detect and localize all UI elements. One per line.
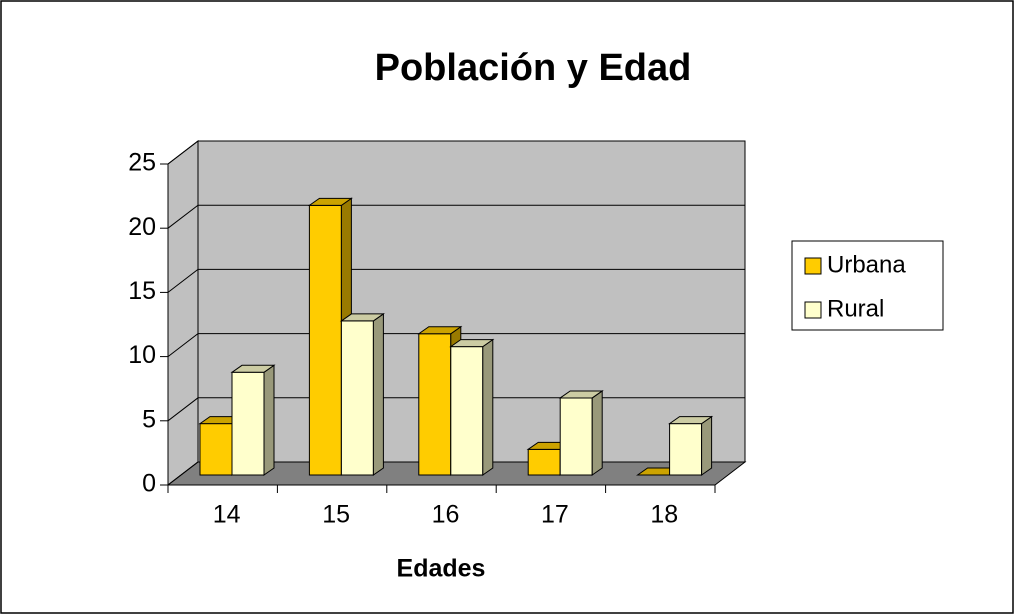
grid-line: [167, 140, 745, 165]
y-tick-label: 10: [128, 341, 156, 369]
bar-side: [701, 415, 713, 476]
y-tick-label: 0: [142, 470, 156, 498]
bar: [449, 338, 495, 476]
bar-top: [668, 416, 714, 425]
bar-top: [417, 326, 463, 335]
bar-front: [669, 423, 703, 476]
bar-side: [263, 364, 275, 476]
bar-front: [559, 397, 593, 476]
x-tick-label: 14: [213, 501, 241, 529]
bar-top: [449, 339, 495, 348]
bar-side: [482, 338, 494, 476]
bar-top: [339, 313, 385, 322]
bar-front: [231, 371, 265, 476]
side-wall: [167, 139, 199, 487]
grid-line: [167, 333, 745, 357]
grid-line: [167, 268, 745, 293]
bar-side: [591, 389, 603, 476]
bar-front: [527, 448, 561, 476]
x-tick-label: 15: [322, 501, 350, 529]
legend-swatch: [804, 301, 822, 319]
legend-swatch: [804, 257, 822, 275]
bar-front: [340, 320, 374, 476]
bar-front: [199, 423, 233, 476]
y-tick-label: 25: [128, 149, 156, 177]
legend-label: Rural: [827, 295, 884, 322]
bar: [339, 312, 385, 476]
y-tick-label: 5: [142, 405, 156, 433]
legend-box: [791, 240, 944, 331]
x-axis-label: Edades: [397, 555, 486, 583]
x-tick-label: 18: [650, 501, 678, 529]
bar-top: [558, 390, 604, 399]
x-tick-label: 16: [432, 501, 460, 529]
grid-line: [167, 204, 745, 229]
chart-title: Población y Edad: [375, 47, 692, 89]
bar-front: [450, 346, 484, 476]
x-tick-label: 17: [541, 501, 569, 529]
bar-side: [372, 312, 384, 476]
bar: [668, 415, 714, 476]
bar-front: [418, 333, 452, 476]
bar-top: [230, 364, 276, 373]
bar: [230, 364, 276, 476]
y-tick-label: 15: [128, 277, 156, 305]
y-tick-label: 20: [128, 213, 156, 241]
bar-top: [307, 197, 353, 206]
bar: [558, 389, 604, 476]
bar-front: [308, 204, 342, 476]
legend-label: Urbana: [827, 251, 906, 278]
